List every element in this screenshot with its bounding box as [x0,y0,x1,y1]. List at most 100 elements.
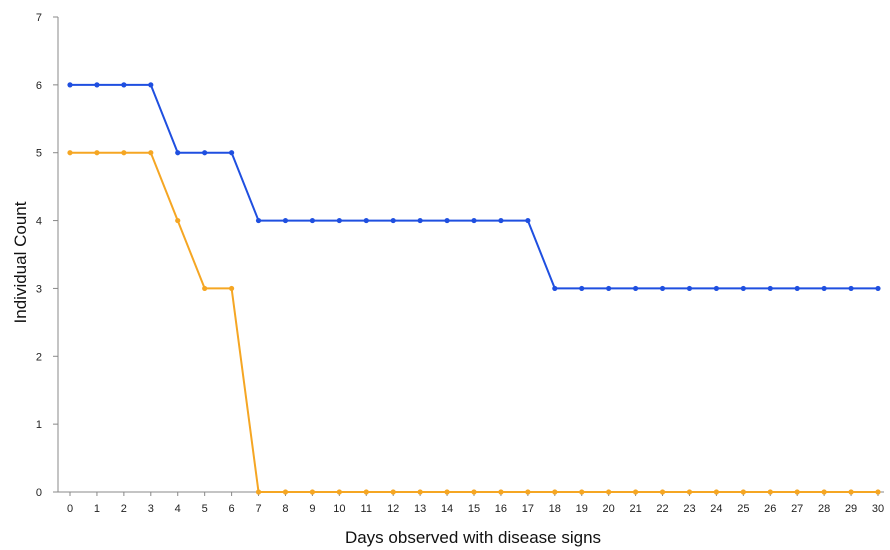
x-tick-label: 0 [67,503,73,515]
data-point [336,217,342,224]
x-tick-label: 27 [791,503,803,515]
data-point [390,489,396,495]
y-tick-label: 7 [36,12,42,24]
data-point [417,217,423,224]
x-tick-label: 20 [603,503,615,515]
y-tick-label: 0 [36,487,42,499]
data-point [175,217,181,224]
data-point [821,489,827,495]
x-tick-label: 3 [148,503,154,515]
x-tick-label: 14 [441,503,453,515]
data-point [579,285,585,292]
y-tick-label: 1 [36,419,42,431]
y-axis-title: Individual Count [11,201,30,323]
data-point [148,150,154,156]
data-point [282,489,289,495]
x-tick-label: 13 [414,503,426,515]
series-layer [67,82,881,495]
x-axis-title: Days observed with disease signs [345,528,601,547]
x-tick-label: 17 [522,503,534,515]
data-point [229,150,235,156]
data-point [498,217,504,224]
data-point [471,217,477,224]
series-1 [67,82,881,292]
x-tick-label: 11 [361,503,372,515]
data-point [686,285,693,292]
data-point [633,285,639,292]
data-point [875,489,881,495]
x-tick-label: 21 [629,503,641,515]
y-tick-label: 3 [36,283,42,295]
x-tick-label: 6 [229,503,235,515]
data-point [552,489,558,495]
data-point [740,285,746,292]
x-tick-label: 18 [549,503,561,515]
x-tick-label: 26 [764,503,776,515]
data-point [202,150,208,156]
data-point [175,150,181,156]
x-tick-label: 10 [333,503,345,515]
data-point [255,217,262,224]
data-point [121,82,127,88]
x-tick-label: 23 [683,503,695,515]
series-2 [67,150,881,495]
data-point [848,285,854,292]
x-tick-label: 28 [818,503,830,515]
data-point [525,489,531,495]
data-point [202,285,208,292]
x-tick-label: 2 [121,503,127,515]
data-point [336,489,342,495]
data-point [525,217,531,224]
data-point [67,150,73,156]
x-axis-ticks: 0 1 2 3 4 5 6 7 8 9 10 11 12 13 14 15 16 17 18 19 20 21 22 23 24… [67,492,884,515]
data-point [606,489,612,495]
data-point [875,285,881,292]
data-point [767,285,773,292]
data-point [94,150,100,156]
data-point [606,285,612,292]
data-point [713,489,720,495]
data-point [121,150,127,156]
data-point [659,489,666,495]
data-point [686,489,693,495]
data-point [633,489,639,495]
x-tick-label: 5 [202,503,208,515]
x-tick-label: 19 [576,503,588,515]
data-point [309,217,315,224]
y-tick-label: 5 [36,148,42,160]
y-tick-label: 6 [36,80,42,92]
x-tick-label: 1 [94,503,100,515]
data-point [848,489,854,495]
series-line [70,83,878,290]
data-point [282,217,289,224]
x-tick-label: 4 [175,503,181,515]
data-point [363,489,369,495]
x-tick-label: 29 [845,503,857,515]
data-point [821,285,827,292]
x-tick-label: 8 [282,503,288,515]
x-tick-label: 30 [872,503,884,515]
data-point [309,489,315,495]
x-tick-label: 25 [737,503,749,515]
data-point [794,285,800,292]
data-point [229,285,235,292]
data-point [659,285,666,292]
series-line [70,151,878,493]
x-tick-label: 24 [710,503,722,515]
data-point [713,285,720,292]
y-tick-label: 4 [36,216,42,228]
x-tick-label: 15 [468,503,480,515]
x-tick-label: 16 [495,503,507,515]
x-tick-label: 9 [309,503,315,515]
data-point [94,82,100,88]
data-point [471,489,477,495]
data-point [67,82,73,88]
data-point [740,489,746,495]
data-point [363,217,369,224]
y-axis-ticks: 0 1 2 3 4 5 6 7 [36,12,58,499]
data-point [390,217,396,224]
data-point [767,489,773,495]
y-tick-label: 2 [36,351,42,363]
